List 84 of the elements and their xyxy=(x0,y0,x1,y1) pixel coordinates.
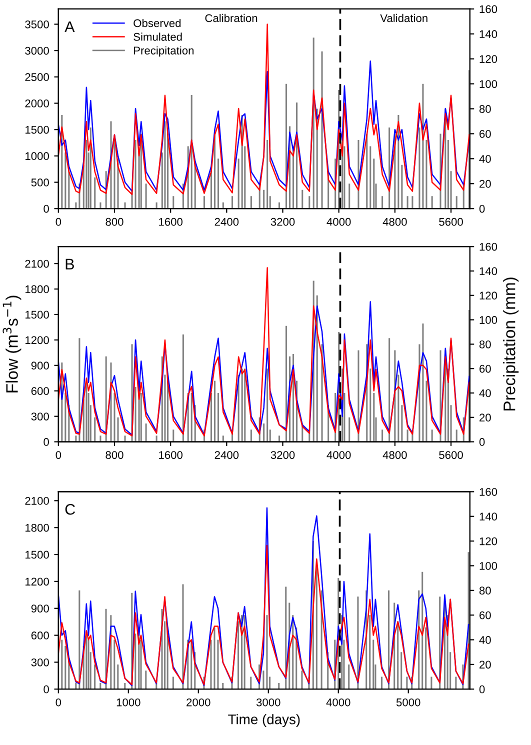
x-axis-title: Time (days) xyxy=(228,714,300,728)
y-tick-label: 2500 xyxy=(25,73,49,82)
x-tick-label: 5600 xyxy=(439,218,463,226)
y-tick-label: 0 xyxy=(44,438,49,446)
y2-tick-label: 0 xyxy=(479,438,485,446)
y-tick-label: 3000 xyxy=(25,46,49,55)
x-tick-label: 4800 xyxy=(382,218,407,226)
y-axis-title: Flow (m$^{3}$s$^{−1}$) xyxy=(2,296,22,392)
x-tick-label: 4000 xyxy=(326,218,351,226)
y2-tick-label: 20 xyxy=(480,180,491,188)
y-tick-label: 600 xyxy=(31,387,49,395)
x-tick-label: 5600 xyxy=(439,451,463,459)
y2-tick-label: 20 xyxy=(480,660,491,669)
x-tick-label: 1600 xyxy=(159,218,183,226)
y2-axis-title: Precipitation (mm) xyxy=(503,278,519,410)
y2-tick-label: 40 xyxy=(479,154,491,163)
y2-tick-label: 120 xyxy=(480,537,498,546)
x-tick-label: 2400 xyxy=(214,451,239,459)
y2-tick-label: 140 xyxy=(480,30,498,38)
y-tick-label: 500 xyxy=(31,178,49,186)
x-tick-label: 3000 xyxy=(256,698,280,706)
annotation: A xyxy=(64,21,75,32)
x-tick-label: 4000 xyxy=(326,451,351,459)
x-tick-label: 5000 xyxy=(396,698,420,706)
y2-tick-label: 0 xyxy=(479,685,485,694)
x-tick-label: 800 xyxy=(106,451,124,459)
y2-tick-label: 140 xyxy=(480,512,498,521)
y2-tick-label: 80 xyxy=(479,586,491,595)
y2-tick-label: 120 xyxy=(480,292,498,300)
y2-tick-label: 0 xyxy=(479,204,485,213)
y2-tick-label: 140 xyxy=(480,267,498,276)
y-tick-label: 900 xyxy=(31,604,49,612)
y-tick-label: 600 xyxy=(31,632,49,640)
x-tick-label: 0 xyxy=(56,218,62,226)
y-tick-label: 2100 xyxy=(25,260,49,268)
y-tick-label: 1800 xyxy=(26,285,49,294)
y2-tick-label: 40 xyxy=(479,636,491,644)
y-tick-label: 1500 xyxy=(26,310,49,319)
annotation: C xyxy=(65,504,76,515)
y2-tick-label: 40 xyxy=(479,389,491,398)
legend-label: Simulated xyxy=(134,32,182,41)
y-tick-label: 300 xyxy=(31,412,49,420)
x-tick-label: 0 xyxy=(56,698,62,706)
y2-tick-label: 160 xyxy=(480,5,498,14)
y2-tick-label: 100 xyxy=(480,80,498,88)
y2-tick-label: 100 xyxy=(480,316,498,324)
legend-label: Observed xyxy=(134,18,181,28)
y-tick-label: 2000 xyxy=(25,100,49,108)
x-tick-label: 3200 xyxy=(270,451,295,459)
x-tick-label: 1600 xyxy=(159,451,183,459)
y-tick-label: 1000 xyxy=(26,152,49,160)
y-tick-label: 3500 xyxy=(25,20,49,28)
y2-tick-label: 60 xyxy=(480,130,491,138)
x-tick-label: 4000 xyxy=(326,698,350,706)
annotation: B xyxy=(66,258,74,270)
y-tick-label: 1800 xyxy=(26,524,49,532)
y-tick-label: 1200 xyxy=(26,578,49,586)
y2-tick-label: 60 xyxy=(480,611,491,620)
y-tick-label: 0 xyxy=(44,685,49,694)
y2-tick-label: 80 xyxy=(479,340,491,348)
y-tick-label: 2100 xyxy=(25,496,49,505)
y2-tick-label: 160 xyxy=(480,242,498,251)
y2-tick-label: 100 xyxy=(480,562,498,570)
x-tick-label: 0 xyxy=(56,451,62,459)
y2-tick-label: 60 xyxy=(480,364,491,373)
y-tick-label: 0 xyxy=(44,204,49,213)
y2-tick-label: 160 xyxy=(480,488,498,496)
y2-tick-label: 120 xyxy=(480,55,498,63)
y2-tick-label: 80 xyxy=(479,105,491,113)
x-tick-label: 3200 xyxy=(270,218,295,226)
y-tick-label: 1200 xyxy=(26,336,49,344)
x-tick-label: 800 xyxy=(106,218,124,226)
y-tick-label: 1500 xyxy=(26,126,49,134)
x-tick-label: 1000 xyxy=(116,698,140,706)
y-tick-label: 1500 xyxy=(26,550,49,559)
annotation: Calibration xyxy=(205,14,258,22)
x-tick-label: 2000 xyxy=(186,698,210,706)
x-tick-label: 2400 xyxy=(214,218,239,226)
annotation: Validation xyxy=(380,14,428,22)
y-tick-label: 300 xyxy=(31,658,49,666)
x-tick-label: 4800 xyxy=(382,451,407,459)
legend-label: Precipitation xyxy=(134,46,194,57)
y-tick-label: 900 xyxy=(31,362,49,370)
y2-tick-label: 20 xyxy=(480,414,491,422)
